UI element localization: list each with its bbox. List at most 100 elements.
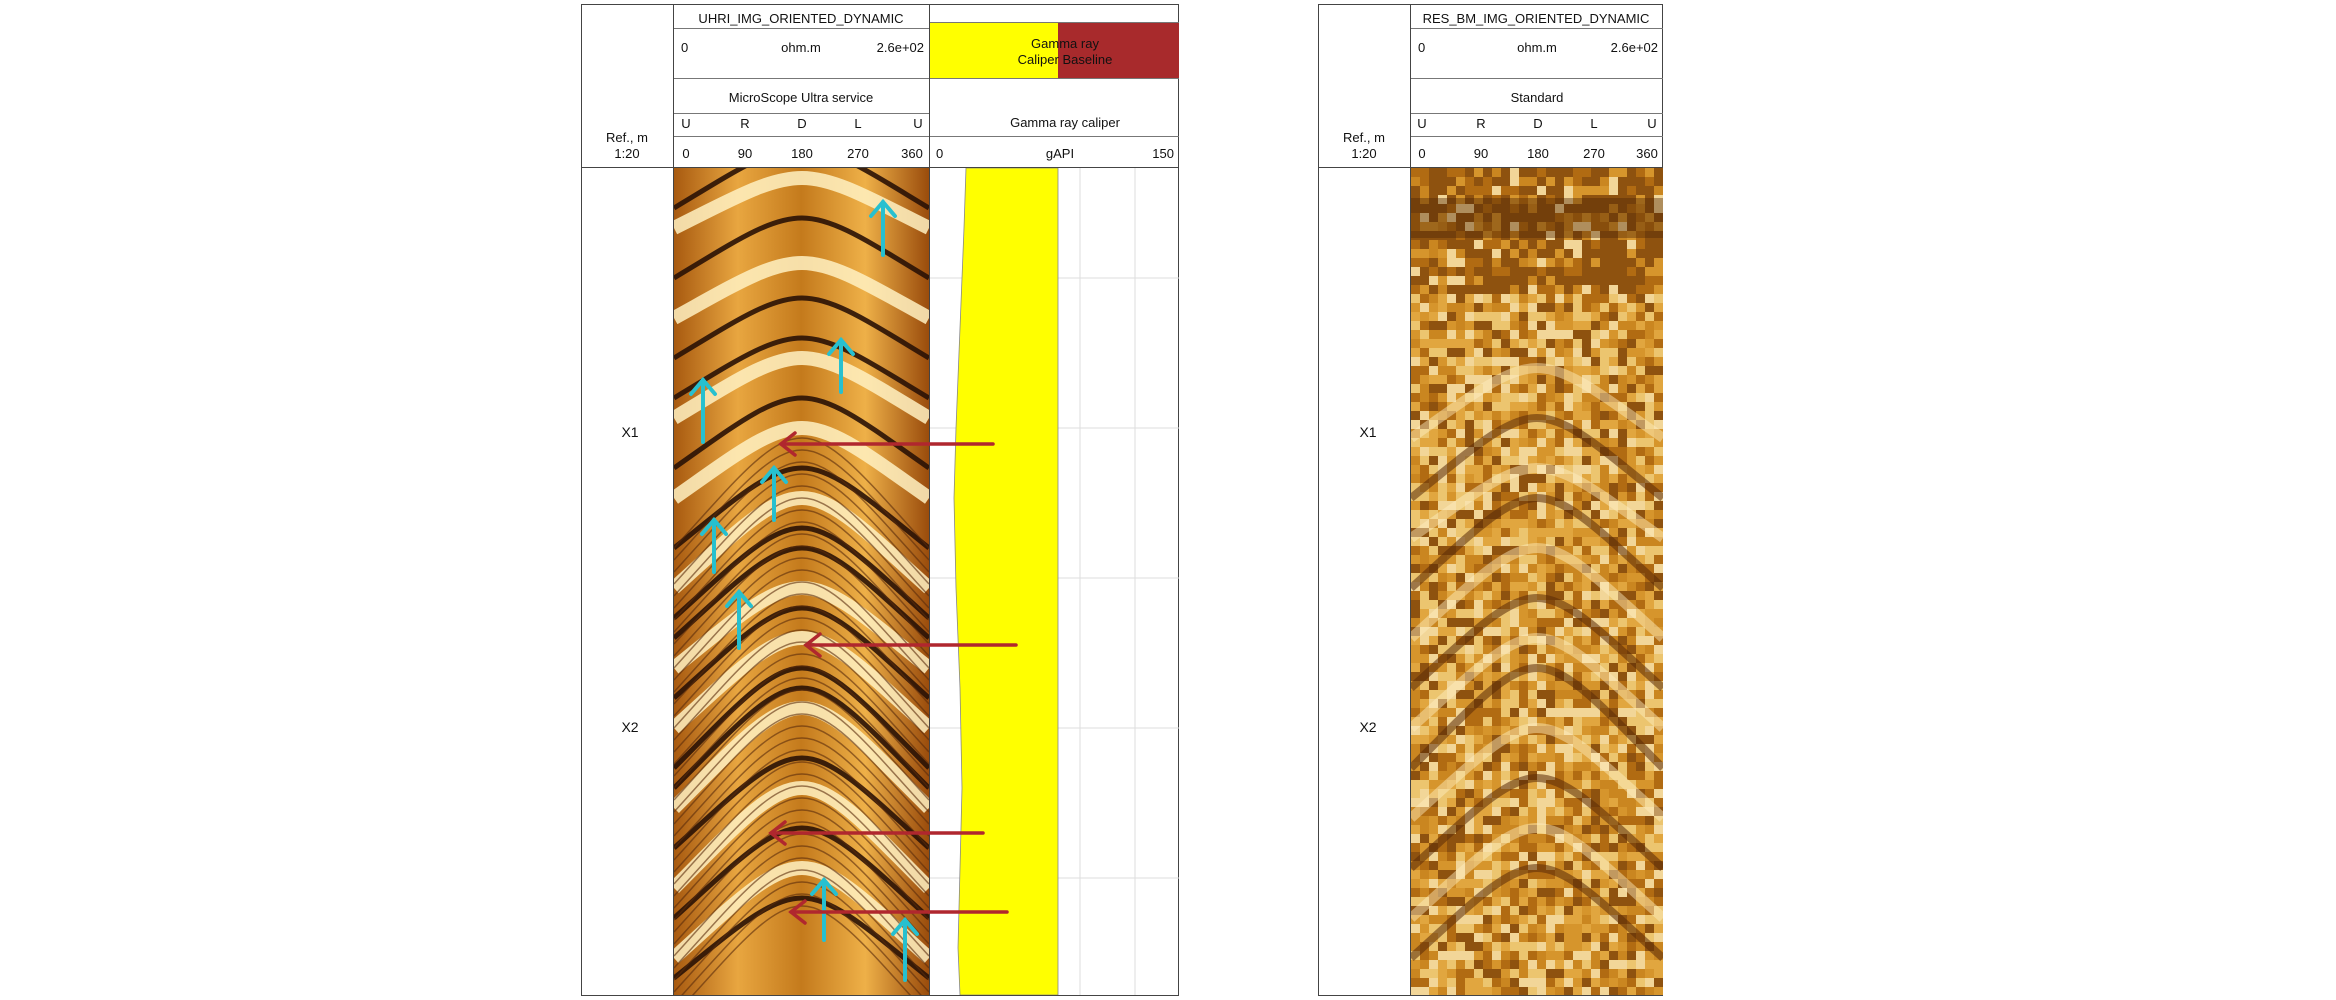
image-pixel — [1519, 843, 1528, 852]
image-pixel — [1501, 969, 1510, 978]
image-pixel — [1645, 240, 1654, 249]
image-pixel — [1492, 645, 1501, 654]
image-pixel — [1447, 474, 1456, 483]
image-pixel — [1420, 762, 1429, 771]
image-pixel — [1600, 978, 1609, 987]
image-pixel — [1573, 654, 1582, 663]
cyan-arrow — [700, 516, 728, 574]
image-pixel — [1411, 591, 1420, 600]
image-pixel — [1591, 510, 1600, 519]
cyan-arrows — [689, 198, 919, 982]
image-pixel — [1474, 168, 1483, 177]
image-pixel — [1438, 816, 1447, 825]
image-pixel — [1555, 816, 1564, 825]
image-pixel — [1618, 510, 1627, 519]
image-pixel — [1645, 969, 1654, 978]
image-pixel — [1573, 636, 1582, 645]
image-pixel — [1564, 987, 1573, 995]
right-image-unit: ohm.m — [1517, 40, 1557, 55]
image-pixel — [1537, 636, 1546, 645]
image-pixel — [1582, 204, 1591, 213]
image-pixel — [1483, 249, 1492, 258]
image-pixel — [1645, 816, 1654, 825]
image-pixel — [1438, 348, 1447, 357]
image-pixel — [1474, 789, 1483, 798]
image-pixel — [1591, 618, 1600, 627]
image-pixel — [1645, 906, 1654, 915]
image-pixel — [1609, 825, 1618, 834]
image-pixel — [1555, 771, 1564, 780]
image-pixel — [1438, 510, 1447, 519]
image-pixel — [1591, 384, 1600, 393]
image-pixel — [1627, 267, 1636, 276]
image-pixel — [1438, 393, 1447, 402]
image-pixel — [1564, 627, 1573, 636]
image-pixel — [1582, 501, 1591, 510]
image-pixel — [1645, 870, 1654, 879]
image-pixel — [1546, 726, 1555, 735]
image-pixel — [1474, 708, 1483, 717]
image-pixel — [1411, 231, 1420, 240]
image-pixel — [1582, 636, 1591, 645]
image-pixel — [1465, 204, 1474, 213]
image-pixel — [1483, 555, 1492, 564]
left-image-scale-min: 0 — [681, 40, 689, 55]
image-pixel — [1510, 213, 1519, 222]
image-pixel — [1591, 267, 1600, 276]
image-pixel — [1636, 870, 1645, 879]
image-pixel — [1600, 375, 1609, 384]
image-pixel — [1627, 942, 1636, 951]
image-pixel — [1537, 672, 1546, 681]
dark-fracture — [674, 525, 929, 620]
image-pixel — [1519, 753, 1528, 762]
image-pixel — [1492, 573, 1501, 582]
image-pixel — [1636, 321, 1645, 330]
image-pixel — [1573, 969, 1582, 978]
image-pixel — [1492, 501, 1501, 510]
image-pixel — [1573, 753, 1582, 762]
image-pixel — [1474, 609, 1483, 618]
image-pixel — [1636, 339, 1645, 348]
image-pixel — [1582, 321, 1591, 330]
image-pixel — [1411, 321, 1420, 330]
lamina — [674, 449, 929, 561]
image-pixel — [1456, 330, 1465, 339]
image-pixel — [1564, 204, 1573, 213]
image-pixel — [1438, 942, 1447, 951]
image-pixel — [1447, 447, 1456, 456]
image-pixel — [1447, 519, 1456, 528]
image-pixel — [1474, 375, 1483, 384]
image-pixel — [1438, 402, 1447, 411]
orientation-degree: 0 — [1418, 146, 1426, 161]
image-pixel — [1447, 627, 1456, 636]
image-pixel — [1501, 618, 1510, 627]
image-pixel — [1573, 321, 1582, 330]
image-pixel — [1609, 987, 1618, 995]
image-pixel — [1591, 978, 1600, 987]
image-pixel — [1528, 951, 1537, 960]
image-pixel — [1582, 681, 1591, 690]
image-pixel — [1447, 942, 1456, 951]
image-pixel — [1483, 726, 1492, 735]
image-pixel — [1546, 276, 1555, 285]
image-pixel — [1411, 708, 1420, 717]
image-pixel — [1537, 843, 1546, 852]
image-pixel — [1483, 762, 1492, 771]
image-pixel — [1636, 258, 1645, 267]
image-pixel — [1429, 780, 1438, 789]
image-pixel — [1555, 888, 1564, 897]
red-arrow-head — [803, 632, 822, 658]
image-pixel — [1555, 573, 1564, 582]
image-pixel — [1600, 294, 1609, 303]
image-pixel — [1582, 222, 1591, 231]
image-pixel — [1582, 933, 1591, 942]
image-pixel — [1627, 213, 1636, 222]
image-pixel — [1564, 267, 1573, 276]
image-pixel — [1420, 528, 1429, 537]
image-pixel — [1564, 483, 1573, 492]
image-pixel — [1420, 222, 1429, 231]
image-pixel — [1528, 321, 1537, 330]
image-pixel — [1501, 510, 1510, 519]
image-pixel — [1654, 627, 1663, 636]
image-pixel — [1609, 708, 1618, 717]
